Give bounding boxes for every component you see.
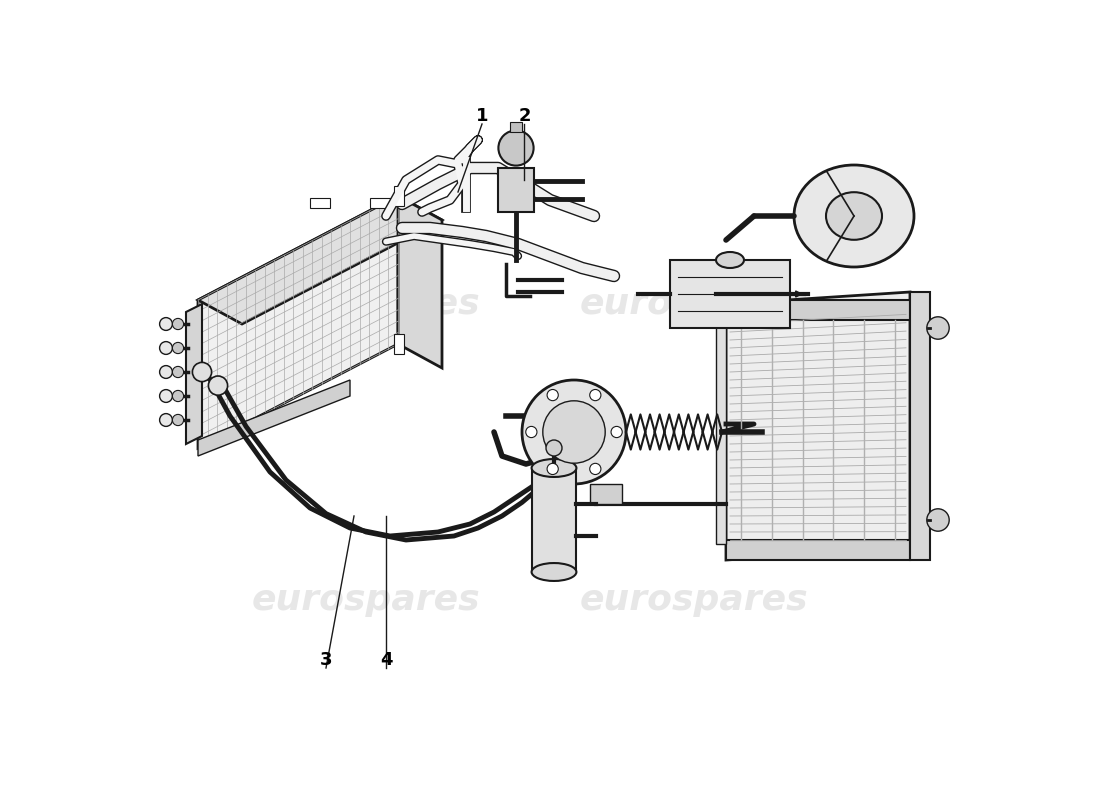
Text: 3: 3 (320, 651, 332, 669)
Bar (310, 198, 330, 208)
Circle shape (542, 401, 605, 463)
Text: eurospares: eurospares (252, 287, 481, 321)
Bar (509, 122, 522, 132)
Circle shape (160, 390, 173, 402)
Circle shape (927, 509, 949, 531)
Text: 4: 4 (379, 651, 393, 669)
Text: 1: 1 (475, 107, 488, 125)
Circle shape (498, 130, 534, 166)
Bar (394, 334, 404, 354)
Circle shape (160, 366, 173, 378)
Bar (394, 186, 404, 206)
Bar (590, 484, 621, 504)
Bar (726, 300, 910, 320)
Circle shape (547, 390, 559, 401)
Polygon shape (186, 304, 202, 444)
Polygon shape (198, 196, 442, 324)
Ellipse shape (531, 459, 576, 477)
Text: eurospares: eurospares (252, 583, 481, 617)
Bar (716, 320, 726, 544)
Circle shape (160, 414, 173, 426)
Circle shape (160, 318, 173, 330)
Bar (370, 198, 390, 208)
Text: eurospares: eurospares (580, 583, 808, 617)
Polygon shape (198, 380, 350, 456)
Circle shape (192, 362, 211, 382)
Circle shape (526, 426, 537, 438)
Polygon shape (198, 196, 398, 448)
Circle shape (610, 426, 623, 438)
Ellipse shape (794, 165, 914, 267)
Bar (910, 292, 930, 560)
Bar (531, 468, 576, 572)
Text: eurospares: eurospares (580, 287, 808, 321)
Circle shape (160, 342, 173, 354)
Circle shape (547, 463, 559, 474)
Text: 2: 2 (518, 107, 530, 125)
Circle shape (173, 366, 184, 378)
Circle shape (173, 414, 184, 426)
Bar (670, 260, 790, 328)
Circle shape (590, 390, 601, 401)
Circle shape (173, 390, 184, 402)
Ellipse shape (716, 252, 744, 268)
Circle shape (927, 317, 949, 339)
Bar (498, 168, 534, 212)
Polygon shape (726, 292, 910, 560)
Bar (726, 540, 910, 560)
Circle shape (208, 376, 228, 395)
Polygon shape (398, 196, 442, 368)
Ellipse shape (531, 563, 576, 581)
Circle shape (546, 440, 562, 456)
Ellipse shape (826, 192, 882, 240)
Circle shape (173, 318, 184, 330)
Circle shape (173, 342, 184, 354)
Circle shape (590, 463, 601, 474)
Circle shape (522, 380, 626, 484)
